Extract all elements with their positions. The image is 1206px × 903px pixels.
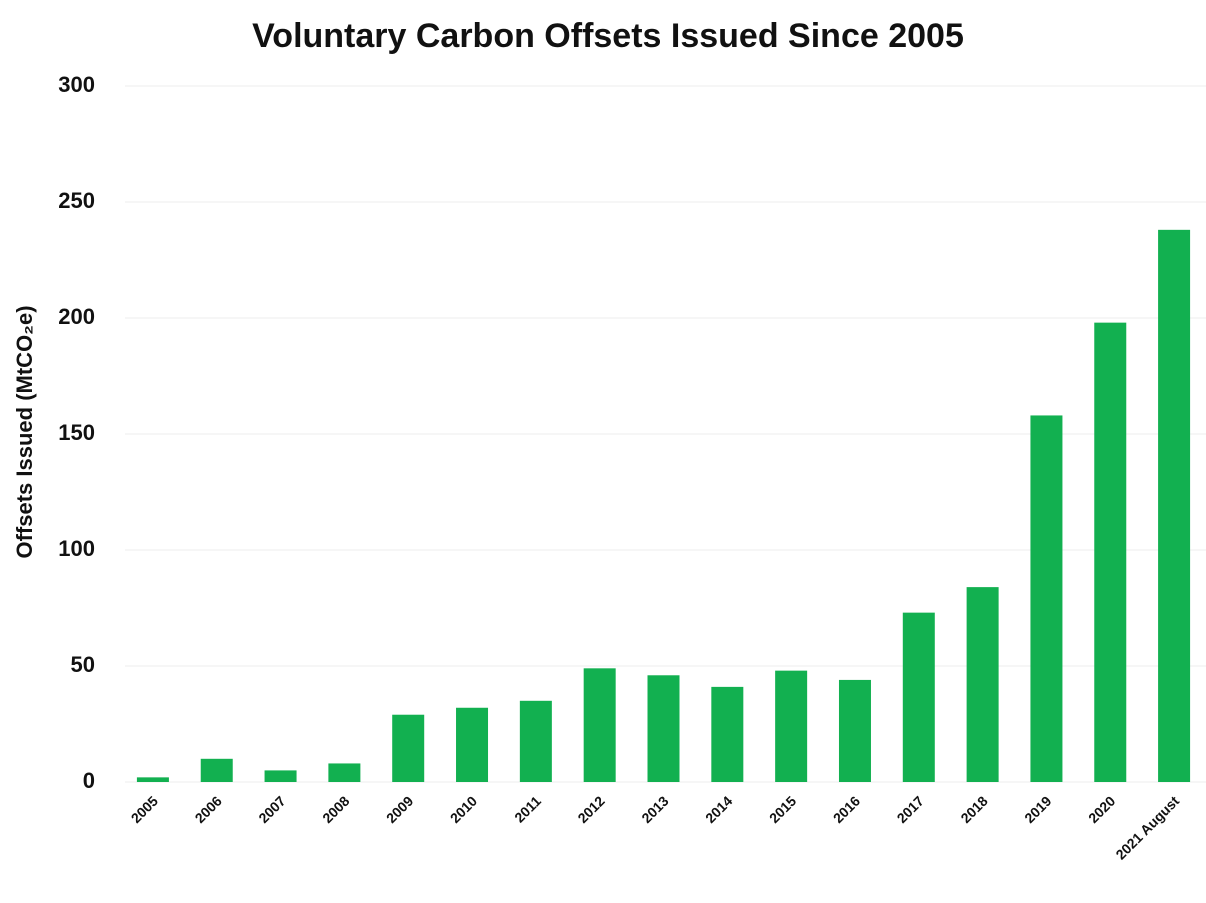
bar [902,612,935,782]
x-tick-label: 2007 [255,793,288,826]
x-tick-label: 2015 [766,793,799,826]
bar [775,670,808,782]
y-axis-label: Offsets Issued (MtCO₂e) [12,305,37,558]
bar [392,714,425,782]
x-tick-label: 2017 [894,793,927,826]
x-tick-label: 2018 [957,793,990,826]
x-tick-label: 2012 [574,793,607,826]
bar [328,763,361,782]
x-tick-label: 2008 [319,793,352,826]
bar [1158,229,1191,783]
y-tick-label: 150 [58,420,95,445]
x-tick-label: 2011 [511,793,544,826]
bar [838,679,871,782]
bar [519,700,552,782]
y-tick-label: 50 [71,652,95,677]
y-tick-label: 300 [58,72,95,97]
bar [711,686,744,782]
x-tick-label: 2020 [1085,793,1118,826]
y-tick-label: 250 [58,188,95,213]
bar [200,758,233,782]
bar [966,587,999,782]
y-tick-label: 0 [83,768,95,793]
y-tick-label: 100 [58,536,95,561]
bar [264,770,297,782]
x-tick-label: 2009 [383,793,416,826]
x-tick-label: 2010 [447,793,480,826]
bar [1030,415,1063,782]
x-tick-label: 2006 [192,793,225,826]
x-tick-label: 2019 [1021,793,1054,826]
x-tick-label: 2013 [638,793,671,826]
bar [136,777,169,782]
x-tick-label: 2014 [702,793,735,826]
bar [1094,322,1127,782]
bar [647,675,680,782]
x-tick-label: 2021 August [1112,793,1182,863]
x-tick-label: 2005 [128,793,161,826]
bar [583,668,616,782]
bar [456,707,489,782]
chart-title: Voluntary Carbon Offsets Issued Since 20… [252,17,964,55]
y-tick-label: 200 [58,304,95,329]
x-tick-label: 2016 [830,793,863,826]
